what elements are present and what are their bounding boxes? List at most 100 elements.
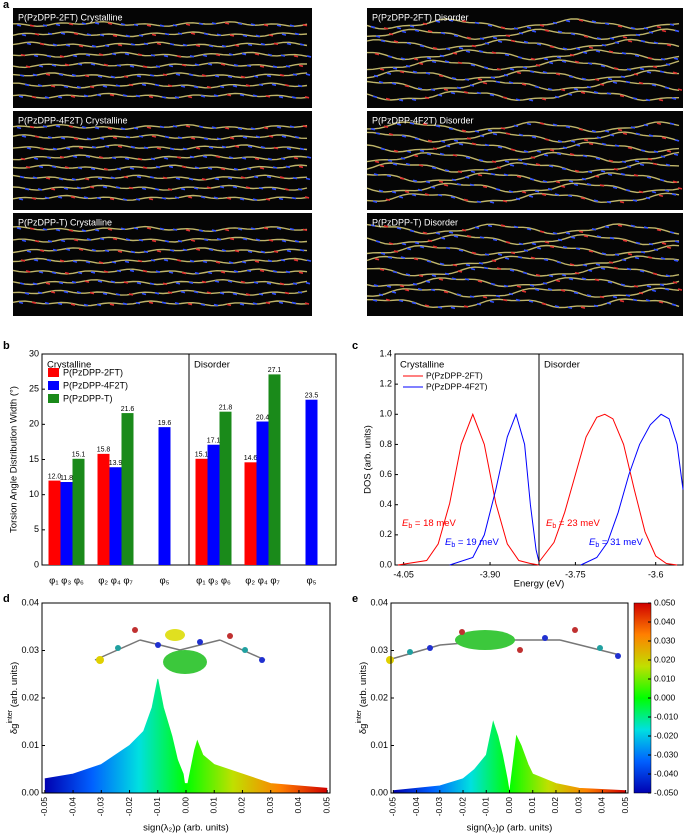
atom-bond: [64, 271, 70, 275]
atom-bond: [103, 270, 109, 273]
atom-bond: [373, 74, 379, 78]
subscript: b: [408, 523, 412, 530]
atom-bond: [214, 74, 220, 78]
atom-bond: [526, 122, 532, 126]
atom-bond: [55, 125, 61, 128]
atom-bond: [673, 259, 679, 262]
atom-bond: [32, 73, 38, 77]
atom-bond: [411, 193, 417, 197]
atom-bond: [84, 74, 90, 78]
atom-bond: [70, 303, 76, 306]
atom-bond: [29, 24, 35, 27]
atom-bond: [651, 83, 657, 87]
atom-bond: [50, 290, 56, 294]
y-tick-label: 30: [29, 348, 39, 358]
atom-bond: [399, 284, 405, 288]
atom-bond: [213, 94, 219, 97]
atom-bond: [271, 187, 277, 191]
atom-bond: [452, 154, 458, 157]
y-tick-label: 0.0: [379, 559, 392, 569]
atom-bond: [469, 295, 475, 298]
atom-bond: [528, 98, 534, 102]
atom-bond: [120, 127, 126, 130]
atom-bond: [456, 86, 462, 90]
atom-bond: [258, 83, 264, 87]
atom-bond: [510, 148, 516, 152]
atom-bond: [193, 290, 199, 294]
atom-bond: [632, 97, 638, 100]
atom-bond: [466, 137, 472, 140]
atom-bond: [413, 57, 419, 61]
atom-bond: [599, 184, 605, 187]
bar: [97, 453, 110, 565]
atom-bond: [130, 250, 136, 254]
atom-bond: [600, 64, 606, 68]
atom-bond: [539, 24, 545, 27]
atom-bond: [414, 137, 420, 141]
atom-bond: [206, 291, 212, 294]
atom-bond: [570, 32, 576, 36]
atom-bond: [169, 249, 175, 252]
atom-bond: [240, 280, 246, 284]
atom-bond: [464, 78, 470, 81]
atom-bond: [414, 29, 420, 33]
atom-bond: [405, 162, 411, 166]
atom-bond: [495, 80, 501, 84]
bar: [244, 462, 257, 565]
legend-label: P(PzDPP-2FT): [426, 370, 483, 380]
atom-bond: [58, 73, 64, 76]
atom-bond: [64, 63, 70, 67]
atom-bond: [38, 165, 44, 169]
atom-bond: [544, 29, 550, 33]
atom-bond: [115, 84, 121, 87]
atom-bond: [452, 263, 458, 267]
atom-bond: [245, 186, 251, 189]
atom-bond: [151, 239, 157, 243]
atom-bond: [634, 159, 640, 163]
atom-bond: [298, 165, 304, 169]
atom-bond: [465, 50, 471, 53]
atom-bond: [552, 231, 558, 235]
atom-bond: [76, 186, 82, 190]
atom-bond: [98, 156, 104, 159]
x-tick-label: 0.04: [597, 797, 607, 814]
atom-bond: [255, 34, 261, 38]
atom-bond: [461, 19, 467, 23]
atom-bond: [228, 156, 234, 159]
atom-bond: [137, 53, 143, 56]
atom-bond: [596, 136, 602, 139]
atom-bond: [21, 33, 27, 37]
atom-bond: [640, 250, 646, 254]
bar: [207, 444, 220, 565]
atom-bond: [190, 239, 196, 242]
structure-image: P(PzDPP-2FT) Disorder: [366, 8, 683, 108]
atom-bond: [474, 226, 480, 229]
atom-bond: [595, 157, 601, 160]
atom-bond: [500, 127, 506, 130]
atom-bond: [593, 304, 599, 308]
atom-bond: [456, 293, 462, 296]
atom-bond: [567, 194, 573, 198]
atom-bond: [409, 25, 415, 28]
atom-bond: [542, 180, 548, 183]
atom-bond: [556, 152, 562, 156]
atom-bond: [91, 145, 97, 149]
atom-bond: [508, 190, 514, 193]
value-label: 19.6: [158, 420, 172, 427]
x-tick-label: 0.05: [620, 797, 630, 814]
subscript: b: [552, 523, 556, 530]
atom-bond: [138, 135, 144, 138]
atom-bond: [227, 176, 233, 180]
atom-bond: [299, 248, 305, 252]
atom-bond: [594, 175, 600, 178]
atom-bond: [51, 165, 57, 169]
atom-bond: [162, 176, 168, 180]
atom-bond: [68, 125, 74, 128]
atom-bond: [305, 177, 311, 181]
atom-bond: [133, 127, 139, 130]
atom-bond: [554, 193, 560, 196]
atom-bond: [226, 197, 232, 200]
atom-bond: [504, 257, 510, 260]
atom-bond: [258, 186, 264, 190]
atom-bond: [167, 84, 173, 87]
